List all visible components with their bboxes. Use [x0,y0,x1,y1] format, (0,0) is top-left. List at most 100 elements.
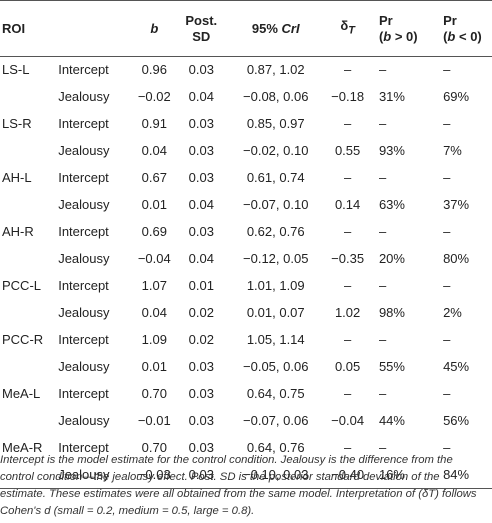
cell-delta-t: 0.55 [334,143,361,158]
cell-cri: −0.10, 0.03 [225,461,327,489]
header-pr-positive-rest: > 0) [391,28,418,44]
cell-pr-negative: 2% [443,305,462,320]
cell-post-sd: 0.03 [188,224,214,239]
cell-pr-positive: – [378,170,387,185]
cell-pr-positive: – [378,224,387,239]
cell-cri: 0.85, 0.97 [246,116,305,131]
table-row: Jealousy −0.02 0.04 −0.08, 0.06 −0.18 31% 69% [0,84,492,111]
cell-pr-positive: 98% [378,305,405,320]
cell-b: 0.01 [141,359,167,374]
cell-post-sd: 0.01 [188,278,214,293]
table-row: PCC-R Intercept 1.09 0.02 1.05, 1.14 – – – [0,327,492,354]
cell-roi: LS-L [2,62,30,78]
cell-pr-negative: – [443,62,451,78]
table-row: Jealousy 0.04 0.02 0.01, 0.07 1.02 98% 2% [0,300,492,327]
cell-roi: MeA-R [2,440,43,455]
cell-term: Intercept [58,386,109,401]
cell-delta-t: – [343,278,352,293]
header-post-sd-line2: SD [192,28,211,44]
cell-roi [0,138,56,165]
cell-pr-negative: – [443,386,451,401]
cell-term: Jealousy [58,359,110,374]
cell-delta-t: – [343,440,352,455]
header-pr-positive: Pr (b > 0) [368,0,434,57]
cell-cri: 0.64, 0.75 [246,386,305,401]
table-row: Jealousy −0.01 0.03 −0.07, 0.06 −0.04 44% 56% [0,408,492,435]
table-row: Jealousy 0.01 0.03 −0.05, 0.06 0.05 55% 45% [0,354,492,381]
header-post-sd: Post. SD [177,0,226,57]
cell-delta-t: −0.04 [331,413,365,428]
cell-cri: −0.08, 0.06 [243,89,309,104]
cell-pr-negative: – [443,440,451,455]
cell-cri: 1.05, 1.14 [246,332,305,347]
cell-b: −0.03 [131,461,178,489]
cell-pr-negative: 69% [443,89,470,104]
cell-term: Jealousy [58,413,110,428]
cell-pr-positive: – [378,440,387,455]
cell-b: 0.04 [141,143,167,158]
cell-b: 0.69 [141,224,167,239]
header-pr-negative-b: b [447,28,456,44]
cell-roi [0,192,56,219]
header-pr-positive-open: ( [378,28,384,44]
cell-roi: PCC-L [2,278,42,293]
cell-b: 0.04 [141,305,167,320]
cell-delta-t: – [343,170,352,185]
cell-roi: AH-L [2,170,32,185]
cell-post-sd: 0.04 [188,251,214,266]
cell-delta-t: – [343,224,352,239]
cell-term: Intercept [58,278,109,293]
cell-pr-positive: – [378,278,387,293]
cell-b: 0.70 [141,386,167,401]
cell-pr-positive: – [378,116,387,131]
cell-b: −0.02 [137,89,171,104]
cell-delta-t: – [343,62,352,78]
cell-roi [0,84,56,111]
cell-roi: PCC-R [2,332,44,347]
cell-pr-positive: 44% [378,413,405,428]
cell-pr-negative: 56% [443,413,470,428]
cell-roi [0,354,56,381]
cell-roi: AH-R [2,224,34,239]
cell-roi [0,246,56,273]
cell-pr-positive: 20% [378,251,405,266]
cell-b: −0.04 [137,251,171,266]
header-cri: 95% CrI [225,0,327,57]
cell-pr-positive: 63% [378,197,405,212]
table-row: Jealousy 0.01 0.04 −0.07, 0.10 0.14 63% 37% [0,192,492,219]
table-header: ROI b Post. SD 95% CrI δT Pr (b > 0) [0,0,492,57]
cell-b: −0.01 [137,413,171,428]
cell-cri: −0.05, 0.06 [243,359,309,374]
cell-cri: −0.02, 0.10 [243,143,309,158]
cell-pr-negative: – [443,224,451,239]
cell-delta-t: −0.18 [331,89,365,104]
table-row: LS-L Intercept 0.96 0.03 0.87, 1.02 – – – [0,57,492,84]
cell-post-sd: 0.03 [188,359,214,374]
table-row: Jealousy −0.03 0.03 −0.10, 0.03 −0.40 16% 84% [0,461,492,489]
cell-b: 0.70 [141,440,167,455]
cell-term: Intercept [58,170,109,185]
header-cri-prefix: 95% [251,20,282,36]
cell-cri: −0.07, 0.06 [243,413,309,428]
cell-cri: 0.61, 0.74 [246,170,305,185]
cell-pr-negative: 45% [443,359,470,374]
cell-roi [0,300,56,327]
header-pr-positive-b: b [383,28,392,44]
cell-cri: 0.01, 0.07 [246,305,305,320]
cell-pr-positive: – [378,332,387,347]
header-delta-symbol: δ [340,18,349,34]
cell-b: 1.09 [141,332,167,347]
table-row: MeA-L Intercept 0.70 0.03 0.64, 0.75 – – – [0,381,492,408]
cell-cri: 0.87, 1.02 [246,62,305,78]
cell-delta-t: −0.40 [326,461,369,489]
header-pr-negative-rest: < 0) [455,28,482,44]
cell-term: Intercept [58,440,109,455]
cell-cri: 1.01, 1.09 [246,278,305,293]
cell-pr-negative: 84% [433,461,492,489]
cell-roi [0,408,56,435]
table-row: Jealousy 0.04 0.03 −0.02, 0.10 0.55 93% 7% [0,138,492,165]
header-pr-negative-open: ( [443,28,448,44]
cell-term: Jealousy [58,143,110,158]
cell-roi: MeA-L [2,386,41,401]
